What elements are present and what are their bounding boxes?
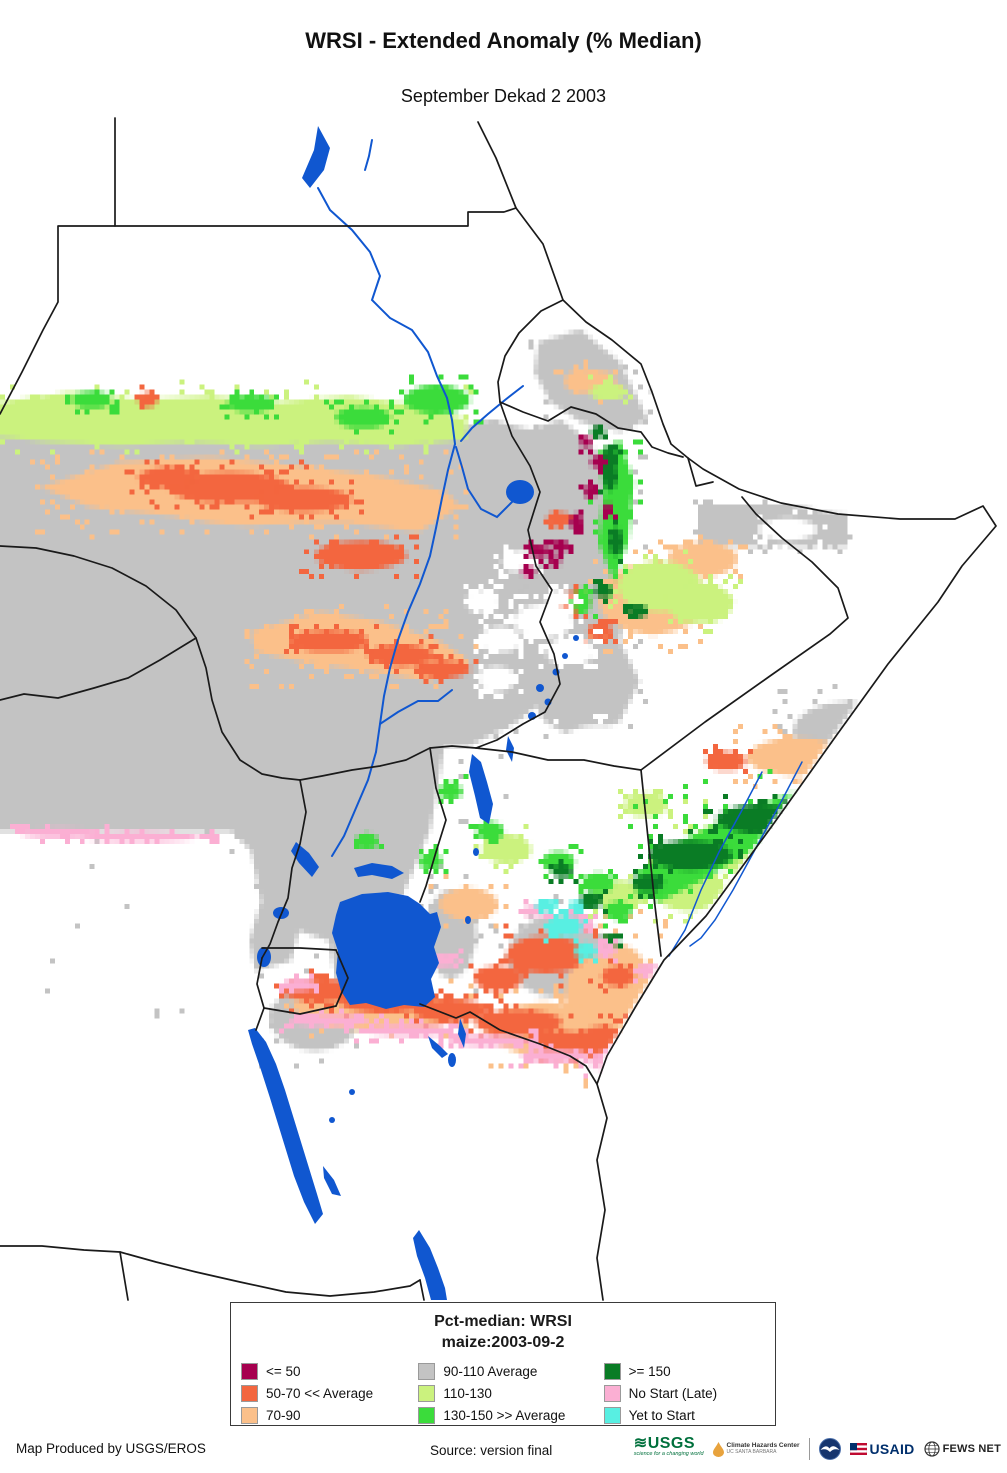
legend-item-c130_150: 130-150 >> Average <box>418 1404 603 1426</box>
legend-column: <= 50 50-70 << Average 70-90 <box>241 1360 418 1426</box>
usgs-wave-icon: ≋ <box>633 1435 648 1452</box>
legend-item-yet_to_start: Yet to Start <box>603 1404 775 1426</box>
legend-item-le50: <= 50 <box>241 1360 418 1382</box>
legend-label-c110_130: 110-130 <box>443 1385 492 1401</box>
legend-item-c90_110: 90-110 Average <box>418 1360 603 1382</box>
globe-icon <box>923 1441 940 1457</box>
legend-column: >= 150 No Start (Late) Yet to Start <box>603 1360 775 1426</box>
legend-label-c70_90: 70-90 <box>266 1407 301 1423</box>
legend-label-le50: <= 50 <box>266 1363 301 1379</box>
legend-label-c130_150: 130-150 >> Average <box>443 1407 566 1423</box>
legend-entries: <= 50 50-70 << Average 70-90 90-110 Average… <box>231 1360 775 1426</box>
fews-net-logo-text: FEWS NET <box>942 1443 1001 1455</box>
legend-label-c50_70: 50-70 << Average <box>266 1385 374 1401</box>
source-text: Source: version final <box>430 1443 553 1458</box>
legend-swatch-yet_to_start <box>603 1406 621 1424</box>
legend-swatch-ge150 <box>603 1362 621 1380</box>
legend-label-no_start: No Start (Late) <box>628 1385 718 1401</box>
legend-swatch-c70_90 <box>241 1406 258 1424</box>
droplet-icon <box>712 1441 724 1457</box>
fews-net-logo: FEWS NET <box>923 1441 1001 1457</box>
legend-swatch-c50_70 <box>241 1384 258 1402</box>
logo-strip: ≋USGS science for a changing world Clima… <box>634 1432 1001 1466</box>
usgs-logo-text: USGS <box>647 1435 696 1452</box>
logo-divider <box>808 1438 810 1460</box>
legend-title-line2: maize:2003-09-2 <box>441 1334 565 1351</box>
legend-swatch-c90_110 <box>418 1362 436 1380</box>
legend-item-ge150: >= 150 <box>603 1360 775 1382</box>
climate-hazards-center-logo: Climate Hazards Center UC SANTA BARBARA <box>712 1441 800 1457</box>
legend-label-yet_to_start: Yet to Start <box>628 1407 695 1423</box>
legend-item-c70_90: 70-90 <box>241 1404 418 1426</box>
legend-label-c90_110: 90-110 Average <box>443 1363 538 1379</box>
legend-swatch-c130_150 <box>418 1406 436 1424</box>
legend-label-ge150: >= 150 <box>628 1363 671 1379</box>
legend-box: Pct-median: WRSI maize:2003-09-2 <= 50 50… <box>230 1302 776 1426</box>
usgs-logo: ≋USGS science for a changing world <box>633 1435 704 1460</box>
noaa-seagull-icon <box>818 1438 841 1460</box>
usgs-tagline: science for a changing world <box>633 1451 704 1457</box>
legend-swatch-le50 <box>241 1362 258 1380</box>
legend-item-c50_70: 50-70 << Average <box>241 1382 418 1404</box>
legend-item-c110_130: 110-130 <box>418 1382 603 1404</box>
chc-logo-subtext: UC SANTA BARBARA <box>726 1449 777 1455</box>
usaid-logo: USAID <box>849 1441 915 1457</box>
legend-column: 90-110 Average 110-130 130-150 >> Average <box>418 1360 603 1426</box>
legend-title-line1: Pct-median: WRSI <box>434 1313 572 1330</box>
legend-swatch-no_start <box>603 1384 621 1402</box>
legend-swatch-c110_130 <box>418 1384 436 1402</box>
legend-item-no_start: No Start (Late) <box>603 1382 775 1404</box>
usaid-flag-icon <box>849 1443 867 1455</box>
noaa-logo <box>818 1438 841 1460</box>
usaid-logo-text: USAID <box>869 1441 915 1457</box>
produced-by-text: Map Produced by USGS/EROS <box>16 1441 206 1456</box>
chc-logo-text: Climate Hazards Center <box>726 1442 800 1449</box>
